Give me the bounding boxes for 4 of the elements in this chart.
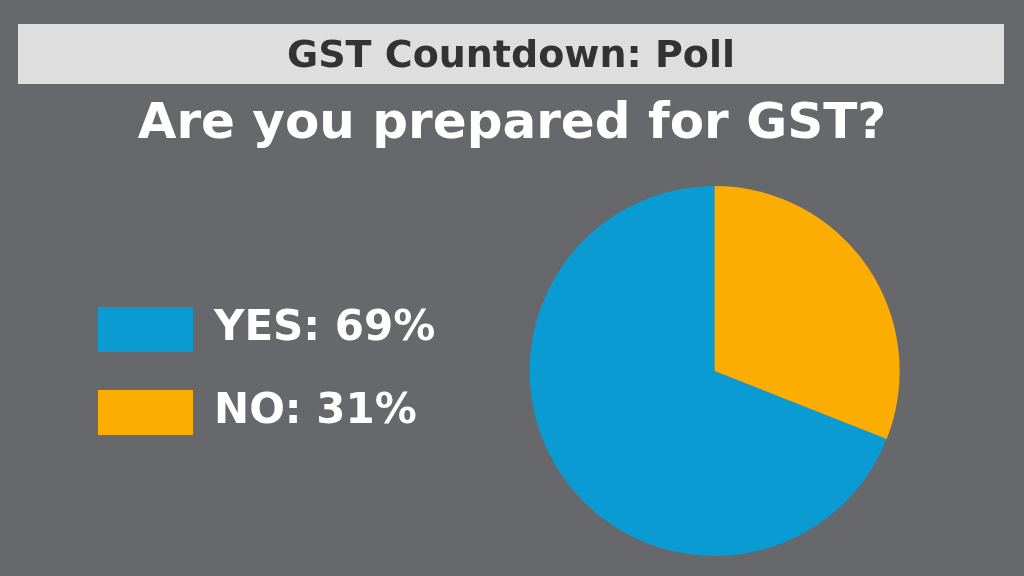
chart-title: GST Countdown: Poll <box>18 24 1004 84</box>
legend-label: NO: 31% <box>214 384 417 434</box>
legend-label: YES: 69% <box>213 301 436 351</box>
chart-subtitle: Are you prepared for GST? <box>136 92 888 150</box>
